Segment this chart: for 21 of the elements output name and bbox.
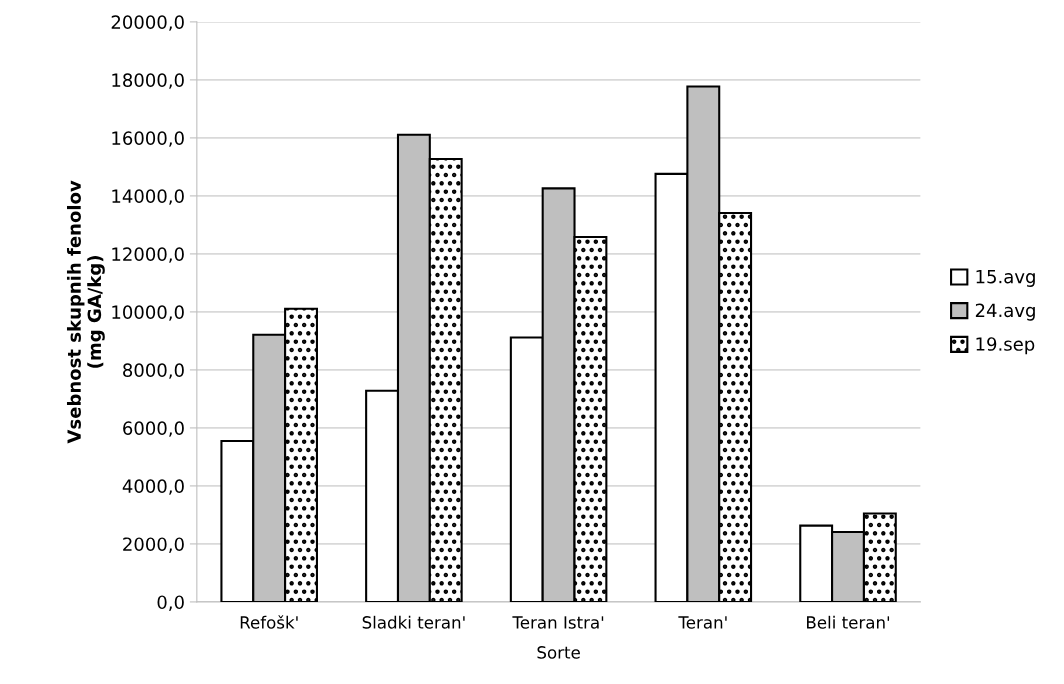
y-tick-label: 6000,0 — [123, 421, 184, 437]
x-tick-label: Teran' — [678, 616, 727, 629]
y-tick-label: 4000,0 — [122, 479, 184, 495]
y-axis-title: Vsebnost skupnih fenolov (mg GA/kg) — [66, 180, 105, 444]
x-tick-label: Teran Istra' — [512, 616, 604, 629]
legend-label: 15.avg — [976, 270, 1035, 287]
y-tick-label: 18000,0 — [112, 73, 184, 89]
y-tick-label: 12000,0 — [112, 247, 184, 263]
x-axis-title: Sorte — [537, 646, 580, 659]
x-tick-label: Refošk' — [240, 615, 298, 629]
legend-label: 19.sep — [976, 337, 1035, 355]
legend-label: 24.avg — [975, 303, 1035, 321]
x-tick-label: Beli teran' — [807, 615, 890, 629]
y-tick-label: 20000,0 — [111, 15, 184, 31]
y-tick-label: 10000,0 — [112, 305, 184, 321]
x-tick-label: Sladki teran' — [362, 615, 465, 629]
y-tick-label: 14000,0 — [112, 189, 184, 205]
y-tick-label: 16000,0 — [112, 131, 184, 147]
y-tick-label: 8000,0 — [123, 363, 184, 379]
y-tick-label: 2000,0 — [123, 537, 184, 553]
y-tick-label: 0,0 — [157, 595, 184, 611]
